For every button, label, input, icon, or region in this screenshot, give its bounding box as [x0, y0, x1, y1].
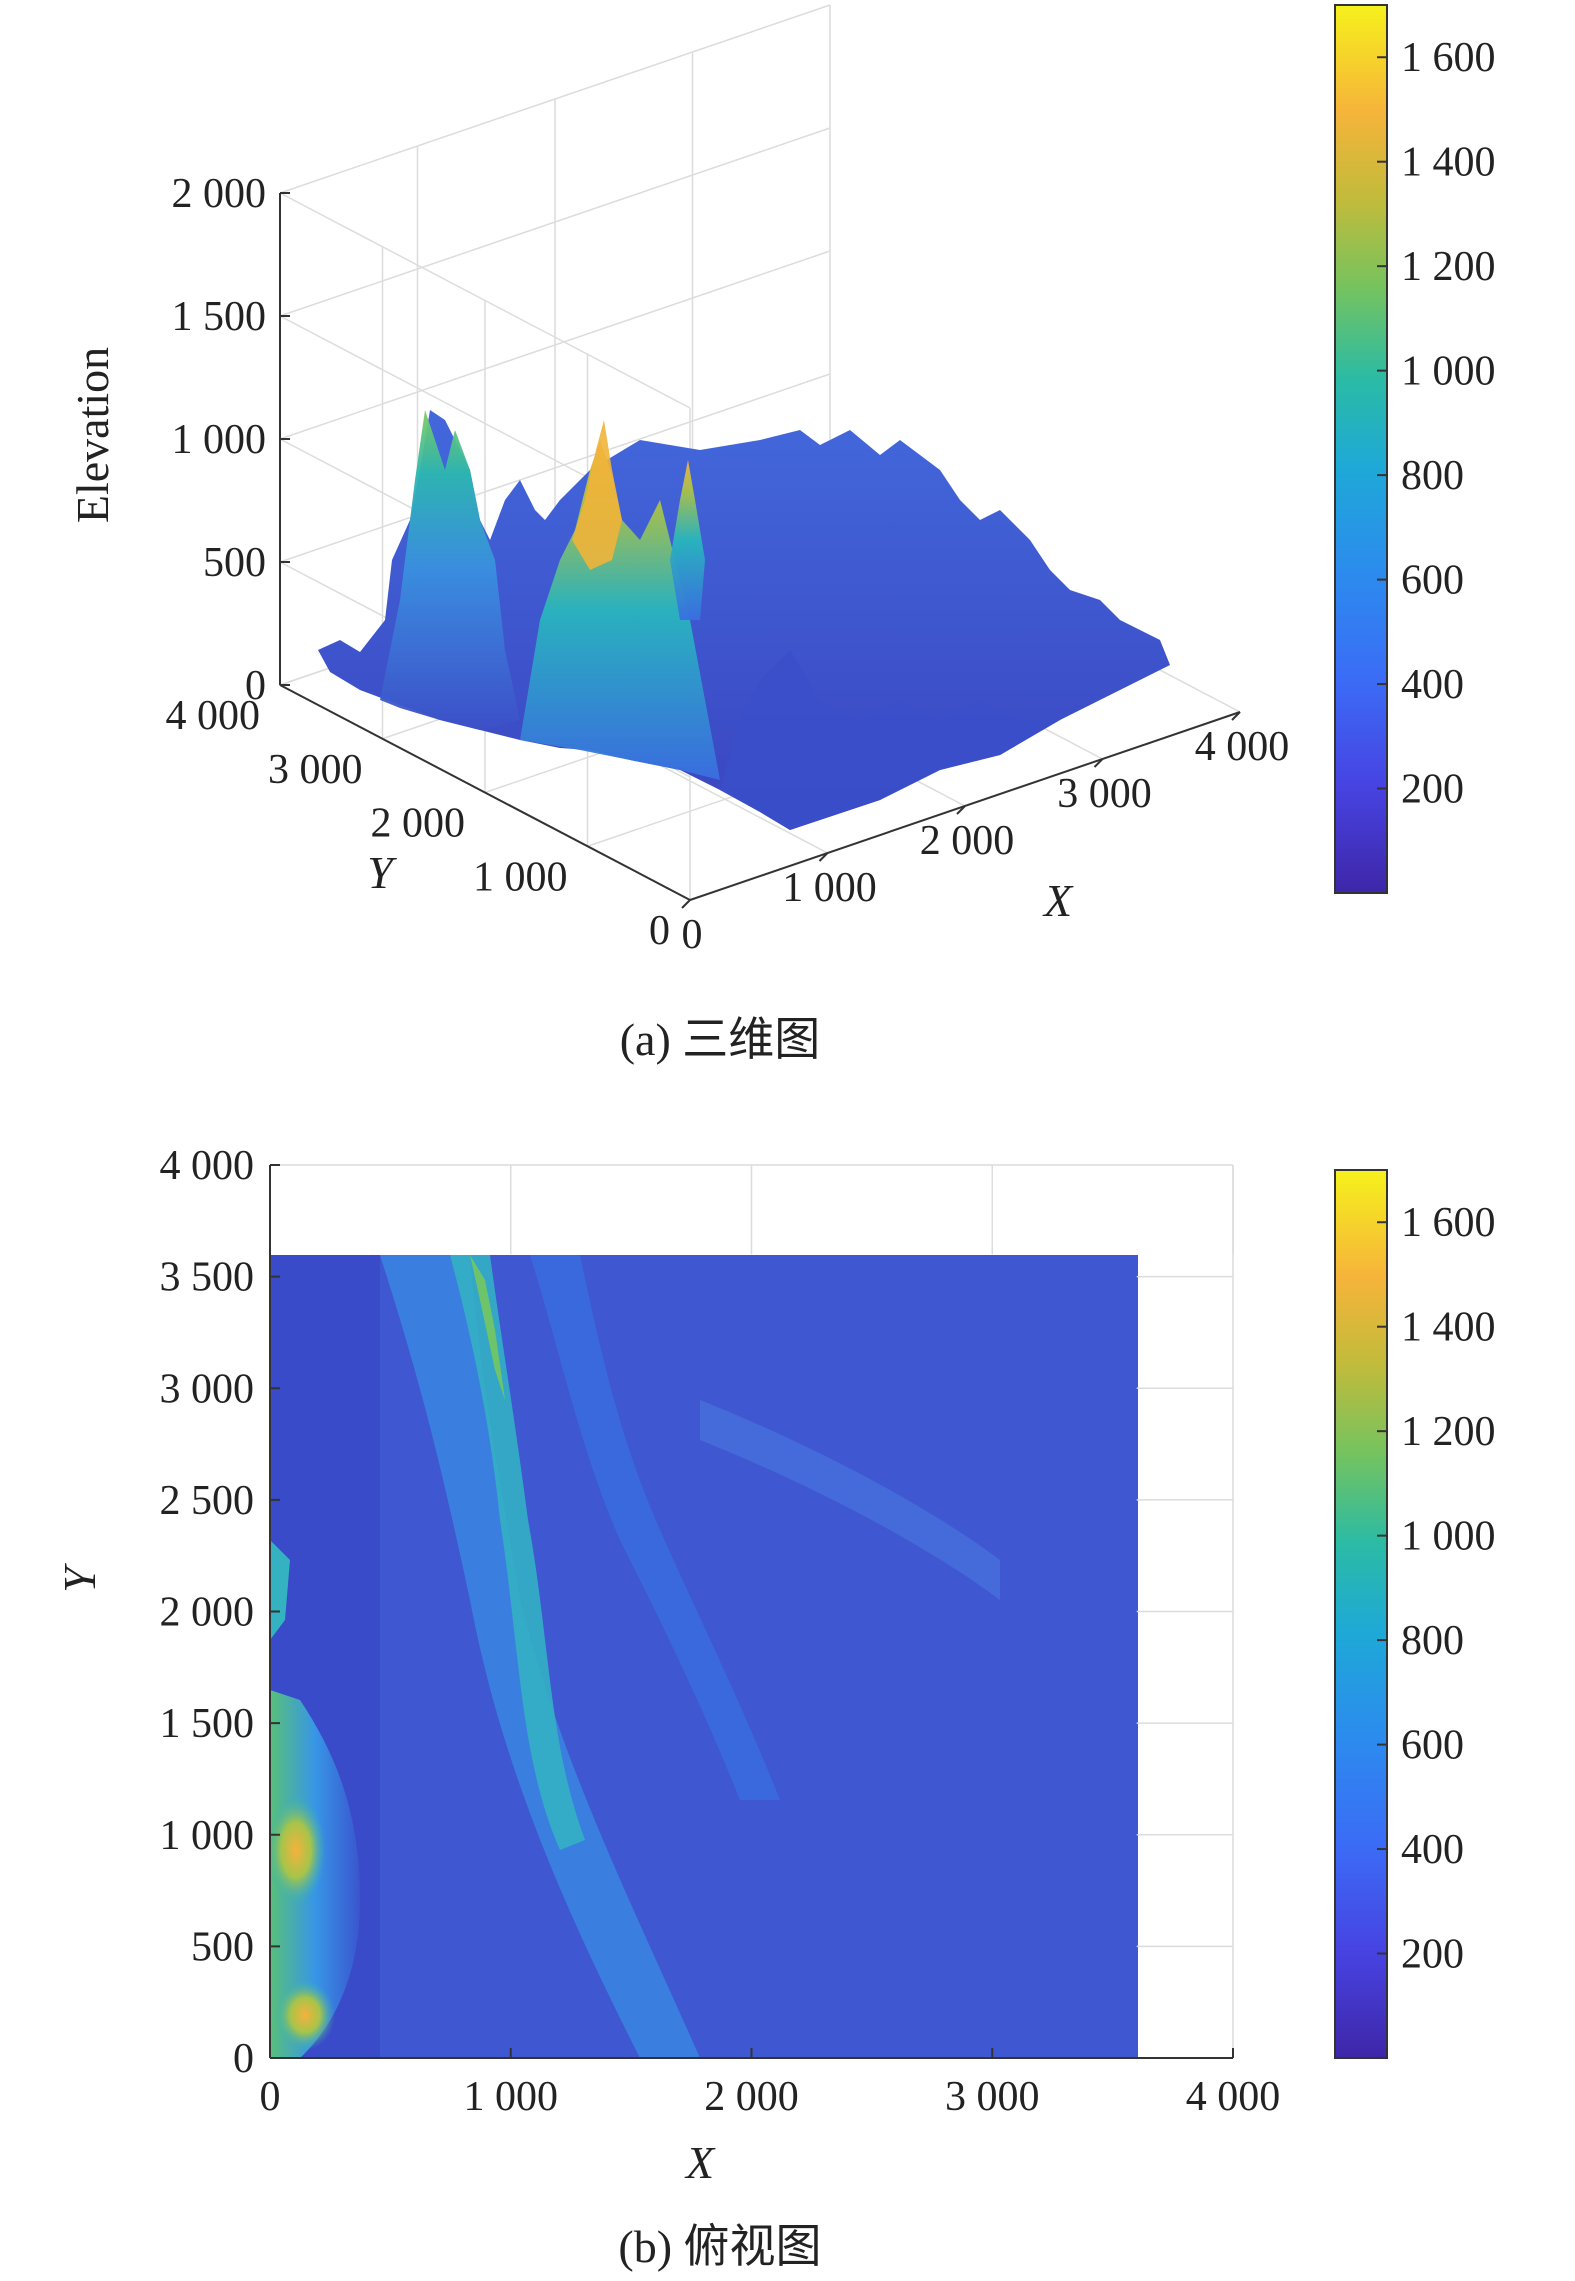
colorbar-gradient [1334, 4, 1388, 894]
y-tick-label: 3 500 [160, 1255, 255, 1301]
y-tick-label: 500 [191, 1924, 254, 1970]
x-axis-label: X [1042, 875, 1074, 926]
x-tick-mark [1093, 758, 1104, 768]
y-axis-label: Y [367, 847, 397, 898]
subtitle-a: (a) 三维图 [620, 1014, 821, 1065]
colorbar-tick-label: 1 200 [1401, 1409, 1496, 1455]
x-tick-mark [818, 852, 829, 862]
heatmap-gridlines-blank [269, 1164, 1234, 2059]
y-tick-label: 3 000 [160, 1366, 255, 1412]
heatmap-x-axis-label: X [684, 2137, 716, 2188]
gridline [279, 4, 831, 194]
gridline [279, 373, 831, 563]
gridline [279, 192, 691, 409]
x-tick-label: 1 000 [464, 2074, 559, 2120]
x-tick-label: 2 000 [704, 2074, 799, 2120]
colorbar-tick-label: 800 [1401, 1618, 1464, 1664]
y-tick-label: 2 000 [371, 801, 466, 847]
y-tick-label: 4 000 [160, 1143, 255, 1189]
heatmap-axes [269, 1164, 1234, 2059]
z-tick-label: 0 [245, 663, 266, 709]
x-tick-mark [1231, 711, 1241, 721]
y-tick-label: 4 000 [166, 693, 261, 739]
z-axis-label: Elevation [67, 347, 118, 523]
surface-axes [279, 192, 1241, 909]
colorbar-tick-label: 800 [1401, 453, 1464, 499]
colorbar-tick-label: 1 400 [1401, 140, 1496, 186]
elevation-heatmap [270, 1255, 1138, 2058]
colorbar-tick-label: 1 600 [1401, 1200, 1496, 1246]
x-tick-label: 0 [260, 2074, 281, 2120]
y-tick-label: 0 [649, 908, 670, 954]
colorbar-tick-label: 1 200 [1401, 244, 1496, 290]
colorbar-tick-label: 1 000 [1401, 1514, 1496, 1560]
z-tick-label: 1 500 [172, 294, 267, 340]
y-tick-label: 3 000 [268, 747, 363, 793]
x-tick-label: 1 000 [782, 865, 877, 911]
colorbar-a: 200 400 600 800 1 000 1 200 1 400 1 600 [1334, 4, 1496, 894]
heatmap-tick-labels: 0 1 000 2 000 3 000 4 000 0 500 1 000 1 500 2 000… [160, 1143, 1281, 2120]
z-tick-label: 500 [203, 540, 266, 586]
x-tick-label: 3 000 [1057, 771, 1152, 817]
x-tick-label: 3 000 [945, 2074, 1040, 2120]
colorbar-tick-label: 200 [1401, 1932, 1464, 1978]
z-tick-label: 2 000 [172, 171, 267, 217]
y-tick-label: 1 500 [160, 1701, 255, 1747]
x-tick-label: 0 [682, 912, 703, 958]
subtitle-b: (b) 俯视图 [618, 2221, 821, 2272]
colorbar-tick-label: 600 [1401, 1723, 1464, 1769]
colorbar-gradient [1334, 1169, 1388, 2059]
y-axis-line [279, 684, 691, 901]
x-tick-label: 2 000 [920, 818, 1015, 864]
x-tick-label: 4 000 [1186, 2074, 1281, 2120]
colorbar-tick-label: 600 [1401, 558, 1464, 604]
colorbar-tick-label: 200 [1401, 767, 1464, 813]
y-tick-label: 0 [233, 2036, 254, 2082]
colorbar-tick-label: 1 600 [1401, 35, 1496, 81]
colorbar-tick-label: 1 400 [1401, 1305, 1496, 1351]
colorbar-b: 200 400 600 800 1 000 1 200 1 400 1 600 [1334, 1169, 1496, 2059]
x-tick-label: 4 000 [1195, 724, 1290, 770]
colorbar-tick-label: 1 000 [1401, 349, 1496, 395]
colorbar-tick-label: 400 [1401, 662, 1464, 708]
x-tick-mark [681, 899, 691, 909]
gridline [279, 127, 831, 317]
y-tick-label: 1 000 [473, 854, 568, 900]
x-tick-mark [956, 805, 966, 815]
z-tick-label: 1 000 [172, 417, 267, 463]
heatmap-y-axis-label: Y [54, 1563, 105, 1593]
colorbar-tick-label: 400 [1401, 1827, 1464, 1873]
elevation-surface [318, 410, 1170, 830]
gridline [279, 250, 831, 440]
no-data-region [270, 1165, 1138, 1255]
y-tick-label: 2 500 [160, 1478, 255, 1524]
heatmap-panel: 0 1 000 2 000 3 000 4 000 0 500 1 000 1 500 2 000… [54, 1143, 1496, 2272]
y-tick-label: 1 000 [160, 1813, 255, 1859]
y-tick-label: 2 000 [160, 1590, 255, 1636]
